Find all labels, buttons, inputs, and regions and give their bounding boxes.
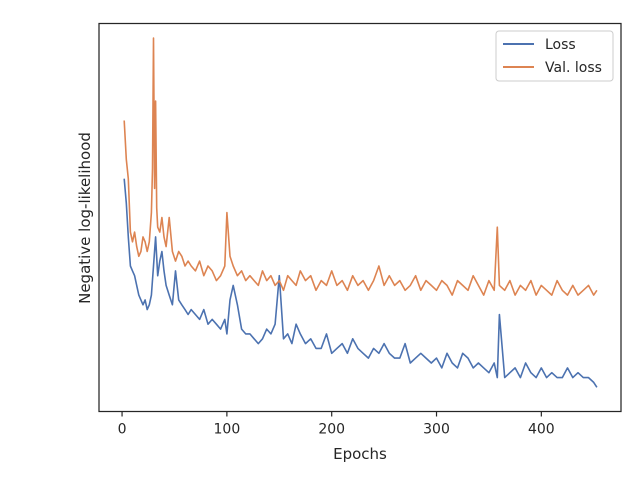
series-layer <box>123 37 598 388</box>
x-tick-label: 300 <box>423 422 450 438</box>
x-axis-ticks: 0 100 200 300 400 <box>118 411 555 438</box>
x-tick-label: 100 <box>214 422 241 438</box>
x-tick-label: 400 <box>528 422 555 438</box>
series-line-val-loss <box>123 37 598 296</box>
y-axis-label: Negative log-likelihood <box>76 132 94 304</box>
x-axis-label: Epochs <box>333 445 387 463</box>
legend-label-val-loss: Val. loss <box>545 60 602 76</box>
x-tick-label: 200 <box>318 422 345 438</box>
legend: Loss Val. loss <box>495 30 614 82</box>
plot-frame <box>98 22 622 413</box>
x-tick-label: 0 <box>118 422 127 438</box>
legend-label-loss: Loss <box>545 37 576 53</box>
series-line-loss <box>123 178 598 388</box>
